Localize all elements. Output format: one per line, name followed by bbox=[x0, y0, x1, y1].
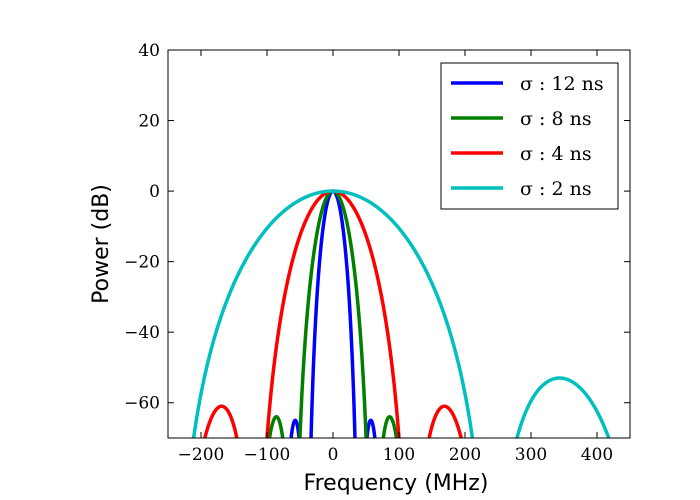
y-tick-label: 40 bbox=[138, 41, 160, 61]
y-tick-label: −20 bbox=[124, 253, 160, 273]
y-tick-label: 20 bbox=[138, 112, 160, 132]
series-line bbox=[191, 189, 611, 438]
x-tick-label: 0 bbox=[328, 445, 339, 465]
x-tick-label: 200 bbox=[449, 445, 481, 465]
y-axis-label: Power (dB) bbox=[89, 184, 114, 304]
legend-label: σ : 8 ns bbox=[520, 108, 592, 130]
x-tick-label: −100 bbox=[244, 445, 291, 465]
legend-label: σ : 2 ns bbox=[520, 178, 592, 200]
x-tick-label: 300 bbox=[515, 445, 547, 465]
legend: σ : 12 ns σ : 8 ns σ : 4 ns σ : 2 ns bbox=[440, 62, 619, 210]
x-axis-label: Frequency (MHz) bbox=[304, 471, 489, 496]
legend-label: σ : 12 ns bbox=[520, 73, 604, 95]
x-tick-label: 100 bbox=[383, 445, 415, 465]
legend-label: σ : 4 ns bbox=[520, 143, 592, 165]
x-tick-label: −200 bbox=[178, 445, 225, 465]
y-tick-label: 0 bbox=[149, 182, 160, 202]
x-tick-label: 400 bbox=[581, 445, 613, 465]
y-tick-label: −60 bbox=[124, 394, 160, 414]
y-tick-label: −40 bbox=[124, 323, 160, 343]
legend-box bbox=[440, 62, 619, 210]
